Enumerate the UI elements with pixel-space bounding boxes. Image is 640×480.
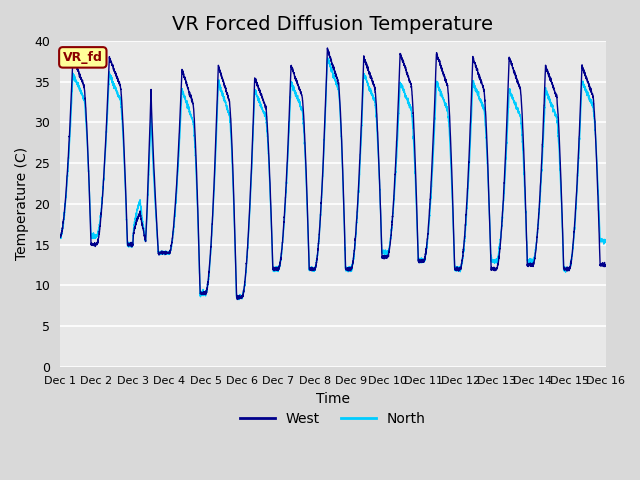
Legend: West, North: West, North bbox=[234, 406, 431, 432]
X-axis label: Time: Time bbox=[316, 392, 350, 406]
Title: VR Forced Diffusion Temperature: VR Forced Diffusion Temperature bbox=[172, 15, 493, 34]
Y-axis label: Temperature (C): Temperature (C) bbox=[15, 147, 29, 261]
Text: VR_fd: VR_fd bbox=[63, 51, 103, 64]
